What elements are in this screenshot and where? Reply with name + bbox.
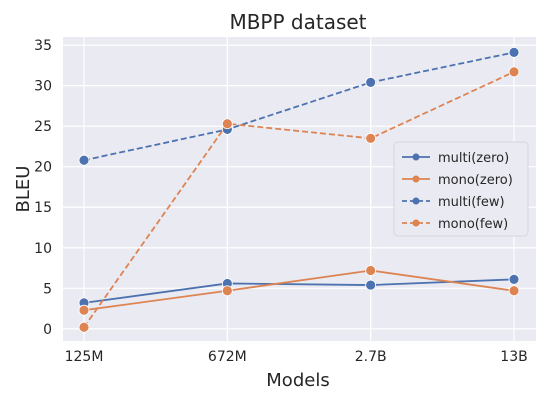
series-line bbox=[83, 71, 515, 328]
y-tick-label: 20 bbox=[34, 160, 52, 176]
x-tick-labels: 125M 672M 2.7B 13B bbox=[65, 349, 528, 365]
legend-marker bbox=[412, 197, 420, 205]
x-tick-label: 13B bbox=[500, 349, 527, 365]
legend-label: multi(few) bbox=[438, 195, 505, 210]
legend-box bbox=[393, 141, 529, 237]
y-tick-label: 30 bbox=[34, 79, 52, 95]
series-layer bbox=[78, 47, 520, 333]
y-tick-labels: 0 5 10 15 20 25 30 35 bbox=[34, 38, 52, 338]
data-point bbox=[221, 285, 233, 297]
legend-label: mono(few) bbox=[438, 217, 508, 232]
y-tick-label: 25 bbox=[34, 119, 52, 135]
data-point bbox=[78, 154, 90, 166]
data-point bbox=[221, 118, 233, 130]
legend-item: mono(zero) bbox=[402, 173, 513, 188]
y-tick-label: 35 bbox=[34, 38, 52, 54]
chart-title: MBPP dataset bbox=[229, 10, 366, 34]
x-axis-title: Models bbox=[266, 370, 329, 391]
y-tick-label: 10 bbox=[34, 241, 52, 257]
y-axis-title: BLEU bbox=[13, 166, 34, 213]
legend-marker bbox=[412, 153, 420, 161]
legend-item: multi(zero) bbox=[402, 151, 509, 166]
legend-item: multi(few) bbox=[402, 195, 505, 210]
series-line bbox=[83, 269, 515, 312]
y-tick-label: 5 bbox=[43, 281, 52, 297]
series-multi(zero) bbox=[78, 273, 520, 309]
series-mono(zero) bbox=[78, 265, 520, 316]
x-tick-label: 125M bbox=[65, 349, 104, 365]
data-point bbox=[508, 285, 520, 297]
legend-item: mono(few) bbox=[402, 217, 508, 232]
data-point bbox=[365, 279, 377, 291]
x-tick-label: 2.7B bbox=[355, 349, 387, 365]
data-point bbox=[508, 273, 520, 285]
data-point bbox=[365, 265, 377, 276]
data-point bbox=[508, 47, 520, 58]
series-mono(few) bbox=[78, 66, 520, 333]
legend-label: mono(zero) bbox=[438, 173, 513, 188]
y-tick-label: 0 bbox=[43, 322, 52, 338]
y-tick-label: 15 bbox=[34, 200, 52, 216]
series-line bbox=[83, 51, 515, 162]
data-point bbox=[365, 132, 377, 144]
legend: multi(zero) mono(zero) multi(few) mono(few) bbox=[393, 141, 529, 237]
x-tick-label: 672M bbox=[208, 349, 247, 365]
data-point bbox=[78, 304, 90, 316]
series-line bbox=[83, 278, 515, 304]
data-point bbox=[508, 66, 520, 78]
legend-marker bbox=[412, 219, 420, 227]
legend-marker bbox=[412, 175, 420, 183]
data-point bbox=[365, 76, 377, 88]
legend-label: multi(zero) bbox=[438, 151, 509, 166]
data-point bbox=[78, 321, 90, 333]
